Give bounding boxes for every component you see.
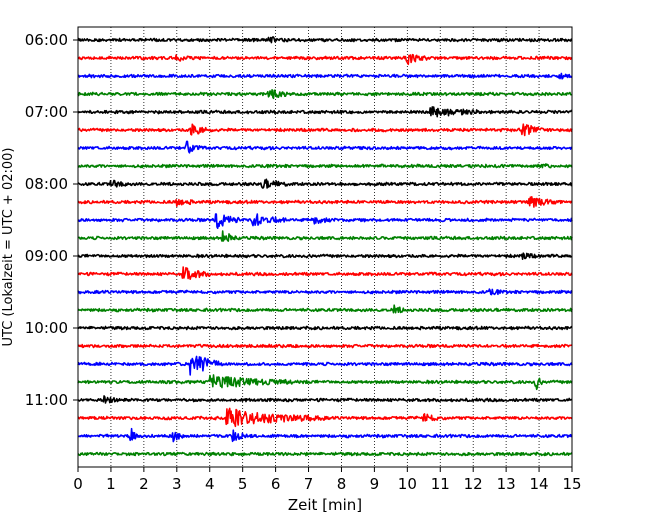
y-axis-label: UTC (Lokalzeit = UTC + 02:00) [1, 148, 16, 347]
x-tick-label: 7 [304, 475, 314, 493]
trace-line [77, 451, 573, 457]
trace-line [77, 163, 573, 169]
trace-line [77, 288, 573, 296]
trace-line [77, 89, 573, 100]
x-tick-label: 0 [73, 475, 83, 493]
x-tick-label: 8 [337, 475, 347, 493]
trace-line [77, 343, 573, 349]
trace-line [77, 106, 573, 118]
trace-line [77, 230, 573, 242]
y-axis-ticks: 06:00 07:00 08:00 09:00 10:00 11:00 [25, 31, 78, 409]
trace-line [77, 427, 573, 443]
trace-line [77, 178, 573, 189]
y-tick-label: 11:00 [25, 391, 68, 409]
y-tick-label: 09:00 [25, 247, 68, 265]
trace-line [77, 266, 573, 280]
x-tick-label: 3 [172, 475, 182, 493]
trace-line [77, 123, 573, 137]
x-tick-label: 15 [562, 475, 581, 493]
x-tick-label: 10 [398, 475, 417, 493]
x-tick-label: 9 [370, 475, 380, 493]
trace-line [77, 395, 573, 404]
trace-line [77, 72, 573, 80]
y-tick-label: 06:00 [25, 31, 68, 49]
trace-line [77, 36, 573, 44]
x-tick-label: 12 [464, 475, 483, 493]
grid-lines [110, 27, 540, 467]
y-tick-label: 10:00 [25, 319, 68, 337]
trace-line [77, 140, 573, 154]
x-tick-label: 2 [139, 475, 149, 493]
trace-line [77, 213, 573, 229]
trace-line [77, 252, 573, 260]
seismogram-traces [77, 36, 573, 457]
x-tick-label: 14 [530, 475, 549, 493]
x-axis-label: Zeit [min] [288, 496, 362, 514]
y-tick-label: 07:00 [25, 103, 68, 121]
trace-line [77, 325, 573, 331]
y-tick-label: 08:00 [25, 175, 68, 193]
trace-line [77, 53, 573, 66]
x-tick-label: 11 [431, 475, 450, 493]
x-tick-label: 6 [271, 475, 281, 493]
trace-line [77, 407, 573, 428]
x-tick-label: 1 [106, 475, 116, 493]
x-tick-label: 5 [238, 475, 248, 493]
trace-line [77, 374, 573, 391]
trace-line [77, 355, 573, 376]
x-axis-ticks: 0 1 2 3 4 5 6 7 8 9 10 11 12 13 14 15 [73, 467, 582, 493]
x-tick-label: 4 [205, 475, 215, 493]
trace-line [77, 304, 573, 314]
x-tick-label: 13 [497, 475, 516, 493]
plot-frame [77, 26, 573, 468]
trace-line [77, 196, 573, 208]
